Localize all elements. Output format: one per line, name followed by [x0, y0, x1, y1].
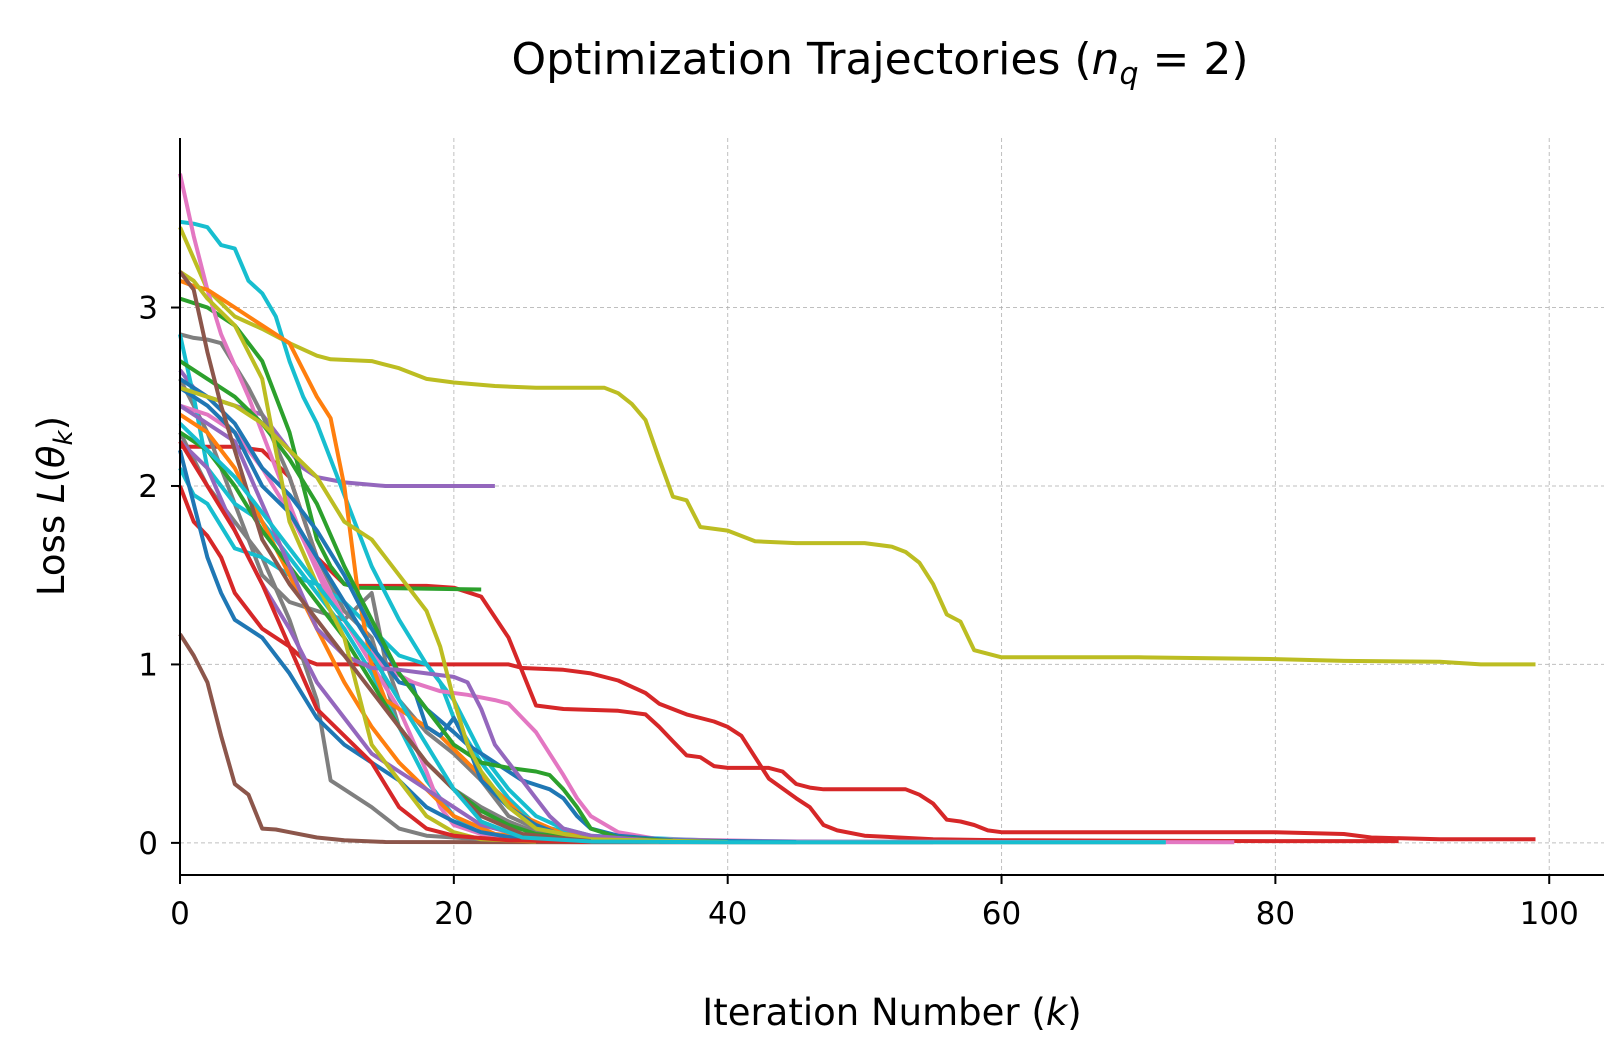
x-tick-label: 80: [1256, 896, 1295, 932]
y-tick-label: 3: [138, 291, 158, 327]
grid: [180, 138, 1604, 875]
series-line-run-purple-b: [178, 404, 660, 844]
series-line-run-red-c: [178, 440, 591, 844]
axes: [179, 138, 1604, 876]
x-tick-label: 100: [1520, 896, 1579, 932]
x-tick-label: 0: [170, 896, 190, 932]
series-line-run-red-slow-a: [180, 444, 1536, 842]
x-axis-label: Iteration Number (k): [702, 991, 1081, 1034]
x-tick-label: 60: [982, 896, 1021, 932]
series-line-run-gray-c: [178, 377, 728, 844]
series-line-run-blue-b: [178, 449, 591, 844]
series-line-run-olive-c: [179, 385, 728, 844]
series-lines: [178, 173, 1536, 845]
y-tick-label: 0: [138, 826, 158, 862]
series-line-run-green-c: [178, 430, 728, 844]
y-tick-label: 1: [138, 647, 158, 683]
ticks: 0 20 40 60 80 100 0 1 2 3: [138, 291, 1579, 932]
series-line-run-orange-b: [178, 412, 660, 844]
y-tick-label: 2: [138, 469, 158, 505]
series-line-run-red-slow-b: [178, 485, 1399, 844]
chart-title: Optimization Trajectories (nq = 2): [512, 34, 1249, 92]
series-line-run-olive-slow: [178, 226, 1536, 667]
series-line-run-pink-b: [179, 403, 660, 844]
series-line-run-cyan-long: [178, 422, 1166, 845]
series-line-run-cyan-b: [178, 467, 728, 844]
series-line-run-olive-b: [178, 270, 537, 844]
x-tick-label: 40: [708, 896, 747, 932]
series-line-run-pink-a: [178, 173, 1235, 845]
y-axis-label: Loss L(θk): [30, 416, 79, 596]
x-tick-label: 20: [434, 896, 473, 932]
